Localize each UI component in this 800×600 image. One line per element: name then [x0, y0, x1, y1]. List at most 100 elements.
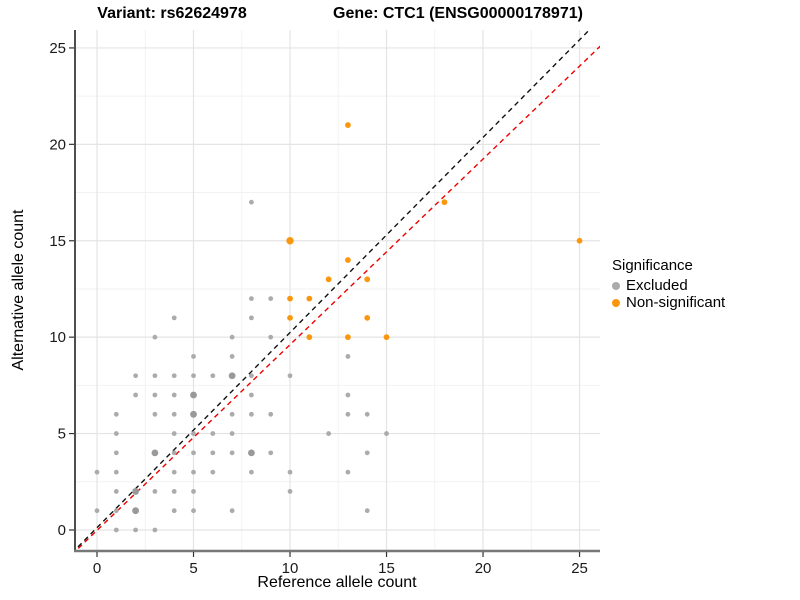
data-point: [152, 527, 158, 533]
data-point: [171, 431, 177, 436]
data-point: [191, 373, 196, 379]
data-point: [113, 527, 119, 533]
data-point: [441, 199, 448, 206]
legend: Significance Excluded Non-significant: [612, 257, 725, 311]
series-excluded: [94, 199, 389, 533]
data-point: [345, 334, 351, 341]
x-tick-label: 25: [571, 560, 588, 577]
data-point: [133, 373, 139, 379]
data-point: [191, 354, 196, 359]
data-point: [384, 431, 389, 436]
non-significant-dot-icon: [612, 298, 620, 307]
data-point: [249, 373, 254, 379]
data-point: [94, 508, 100, 514]
data-point: [325, 276, 332, 283]
data-point: [171, 450, 177, 456]
data-point: [151, 449, 159, 457]
data-point: [132, 488, 140, 495]
data-point: [268, 450, 274, 456]
data-point: [152, 334, 158, 340]
data-point: [152, 392, 158, 398]
data-point: [383, 334, 390, 341]
data-point: [171, 489, 177, 494]
legend-item-non-significant: Non-significant: [612, 294, 725, 311]
x-tick-label: 15: [378, 560, 395, 577]
gene-title: Gene: CTC1 (ENSG00000178971): [333, 5, 583, 22]
data-point: [287, 373, 293, 379]
data-point: [191, 450, 196, 456]
data-point: [249, 315, 254, 321]
data-point: [268, 334, 274, 340]
data-point: [287, 314, 293, 321]
data-point: [113, 411, 119, 417]
identity-line: [75, 30, 591, 551]
data-point: [345, 354, 351, 359]
data-point: [249, 469, 254, 475]
legend-item-label: Non-significant: [626, 294, 726, 311]
y-tick-label: 25: [49, 40, 66, 57]
data-point: [364, 276, 371, 283]
data-point: [229, 450, 235, 456]
data-point: [229, 508, 235, 514]
data-point: [210, 431, 216, 436]
data-point: [94, 469, 100, 475]
data-point: [249, 296, 254, 301]
data-point: [171, 469, 177, 475]
data-point: [133, 392, 139, 398]
data-point: [249, 392, 254, 398]
data-point: [171, 411, 177, 417]
data-point: [268, 296, 274, 301]
legend-title: Significance: [612, 257, 693, 274]
legend-item-excluded: Excluded: [612, 277, 725, 294]
y-tick-label: 5: [58, 426, 66, 443]
data-point: [345, 392, 351, 398]
variant-title: Variant: rs62624978: [97, 5, 247, 22]
y-tick-label: 20: [49, 136, 66, 153]
data-point: [364, 508, 370, 514]
data-point: [229, 411, 235, 417]
x-tick-label: 0: [93, 560, 101, 577]
data-point: [228, 372, 236, 380]
data-point: [132, 507, 140, 515]
y-tick-label: 10: [49, 329, 66, 346]
data-point: [345, 411, 351, 417]
data-point: [133, 527, 139, 533]
y-tick-label: 0: [58, 522, 66, 539]
data-point: [191, 469, 196, 475]
data-point: [287, 469, 293, 475]
data-point: [364, 450, 370, 456]
data-point: [248, 449, 255, 457]
data-point: [345, 257, 351, 263]
data-point: [152, 411, 158, 417]
data-point: [268, 411, 274, 417]
data-point: [287, 295, 293, 302]
x-axis-label: Reference allele count: [257, 574, 417, 591]
data-point: [210, 469, 216, 475]
data-point: [229, 431, 235, 436]
data-point: [113, 431, 119, 436]
x-tick-label: 10: [282, 560, 299, 577]
data-point: [171, 315, 177, 321]
data-point: [113, 508, 119, 514]
y-tick-label: 15: [49, 233, 66, 250]
data-point: [286, 237, 294, 245]
y-axis-label: Alternative allele count: [10, 209, 27, 371]
data-point: [364, 411, 370, 417]
data-point: [191, 489, 196, 494]
data-point: [345, 122, 351, 128]
data-point: [113, 489, 119, 494]
data-point: [576, 237, 583, 244]
data-point: [306, 334, 313, 341]
data-point: [171, 508, 177, 514]
legend-item-label: Excluded: [626, 277, 688, 294]
data-point: [190, 410, 197, 418]
data-point: [210, 450, 216, 456]
data-point: [364, 314, 371, 321]
data-point: [306, 295, 313, 302]
data-point: [190, 391, 197, 399]
x-tick-label: 5: [189, 560, 197, 577]
data-point: [191, 431, 196, 436]
data-point: [171, 373, 177, 379]
